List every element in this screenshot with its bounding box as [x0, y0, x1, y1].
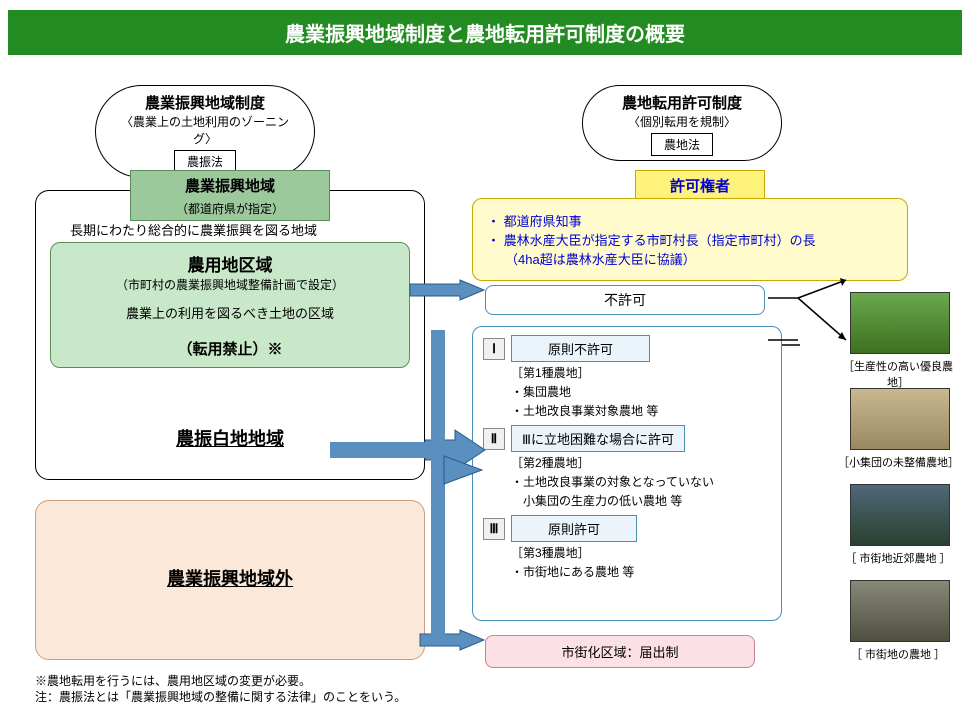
authority-header: 許可権者: [635, 170, 765, 201]
class2-label: Ⅲに立地困難な場合に許可: [511, 425, 685, 452]
not-permitted-box: 不許可: [485, 285, 765, 315]
caption-3: ［ 市街地近郊農地 ］: [838, 550, 958, 566]
branch-arrow: [768, 280, 858, 370]
right-law-box: 農地法: [651, 133, 713, 156]
class3-heading: ［第3種農地］: [511, 544, 771, 561]
region-header: 農業振興地域 （都道府県が指定）: [130, 170, 330, 221]
region-header-title: 農業振興地域: [131, 171, 329, 200]
farmland-desc: 農業上の利用を図るべき土地の区域: [61, 303, 399, 322]
caption-1: ［生産性の高い優良農地］: [838, 358, 958, 390]
photo-1: [850, 292, 950, 354]
outside-zone-label: 農業振興地域外: [130, 565, 330, 591]
class2-heading: ［第2種農地］: [511, 454, 771, 471]
region-header-sub: （都道府県が指定）: [131, 200, 329, 220]
authority-line1: ・ 都道府県知事: [487, 211, 893, 230]
page-title: 農業振興地域制度と農地転用許可制度の概要: [8, 10, 962, 55]
class1-d1: ・集団農地: [511, 383, 771, 400]
left-system-oval: 農業振興地域制度 〈農業上の土地利用のゾーニング〉 農振法: [95, 85, 315, 178]
long-term-label: 長期にわたり総合的に農業振興を図る地域: [70, 220, 317, 239]
left-oval-sub: 〈農業上の土地利用のゾーニング〉: [114, 113, 296, 147]
arrow-branch: [430, 330, 490, 640]
class2-d1: ・土地改良事業の対象となっていない: [511, 473, 771, 490]
class2-row: Ⅱ Ⅲに立地困難な場合に許可: [483, 425, 771, 452]
right-system-oval: 農地転用許可制度 〈個別転用を規制〉 農地法: [582, 85, 782, 161]
stub-line: [782, 340, 802, 350]
class1-row: Ⅰ 原則不許可: [483, 335, 771, 362]
footnote-1: ※農地転用を行うには、農用地区域の変更が必要。: [35, 672, 311, 689]
right-oval-sub: 〈個別転用を規制〉: [601, 113, 763, 130]
footnote-2: 注：農振法とは「農業振興地域の整備に関する法律」のことをいう。: [35, 688, 406, 705]
left-oval-title: 農業振興地域制度: [114, 92, 296, 113]
farmland-note: （転用禁止）※: [61, 338, 399, 359]
authority-box: ・ 都道府県知事 ・ 農林水産大臣が指定する市町村長（指定市町村）の長 （4ha…: [472, 198, 908, 281]
farmland-sub: （市町村の農業振興地域整備計画で設定）: [61, 276, 399, 293]
urbanization-box: 市街化区域：届出制: [485, 635, 755, 668]
authority-line3: （4ha超は農林水産大臣に協議）: [505, 249, 893, 268]
class1-label: 原則不許可: [511, 335, 650, 362]
class1-d2: ・土地改良事業対象農地 等: [511, 402, 771, 419]
right-oval-title: 農地転用許可制度: [601, 92, 763, 113]
caption-4: ［ 市街地の農地 ］: [838, 646, 958, 662]
white-zone-label: 農振白地地域: [130, 425, 330, 451]
caption-2: ［小集団の未整備農地］: [838, 454, 958, 470]
class2-d2: 小集団の生産力の低い農地 等: [511, 492, 771, 509]
class3-d1: ・市街地にある農地 等: [511, 563, 771, 580]
authority-line2: ・ 農林水産大臣が指定する市町村長（指定市町村）の長: [487, 230, 893, 249]
class3-label: 原則許可: [511, 515, 637, 542]
farmland-title: 農用地区域: [61, 251, 399, 276]
photo-3: [850, 484, 950, 546]
class3-row: Ⅲ 原則許可: [483, 515, 771, 542]
class1-heading: ［第1種農地］: [511, 364, 771, 381]
classification-panel: Ⅰ 原則不許可 ［第1種農地］ ・集団農地 ・土地改良事業対象農地 等 Ⅱ Ⅲに…: [472, 326, 782, 621]
photo-2: [850, 388, 950, 450]
farmland-box: 農用地区域 （市町村の農業振興地域整備計画で設定） 農業上の利用を図るべき土地の…: [50, 242, 410, 368]
photo-4: [850, 580, 950, 642]
arrow-1: [410, 280, 485, 300]
